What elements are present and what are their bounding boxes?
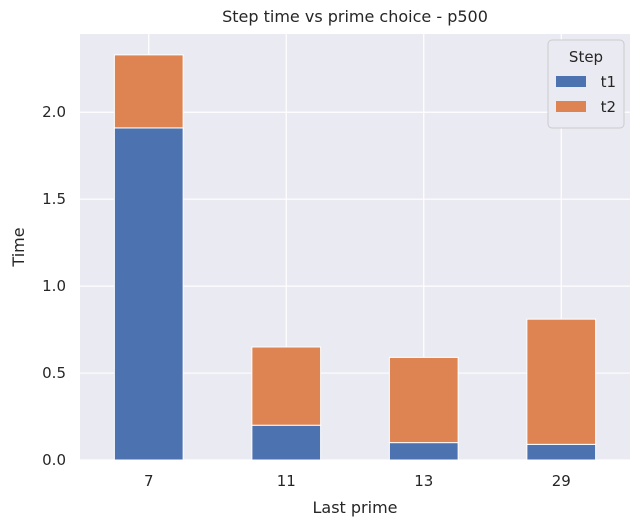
bar-t1-29 [526, 443, 597, 461]
x-tick-label: 13 [414, 472, 433, 490]
y-tick-label: 1.5 [42, 190, 66, 208]
legend-title: Step [569, 48, 603, 66]
bar-t2-11 [251, 346, 322, 426]
bar-t1-11 [251, 424, 322, 461]
x-axis-label: Last prime [312, 498, 397, 517]
y-tick-label: 0.0 [42, 451, 66, 469]
x-tick-label: 7 [144, 472, 154, 490]
x-tick-label: 11 [277, 472, 296, 490]
bars [113, 54, 597, 461]
x-tick-label: 29 [552, 472, 571, 490]
y-tick-label: 1.0 [42, 277, 66, 295]
x-axis-ticks: 7 11 13 29 [144, 472, 571, 490]
bar-t2-13 [388, 356, 459, 444]
bar-t1-13 [388, 442, 459, 461]
bar-t2-29 [526, 318, 597, 445]
bar-t2-7 [113, 54, 184, 129]
bar-t1-7 [113, 127, 184, 461]
y-tick-label: 0.5 [42, 364, 66, 382]
legend-label-t2: t2 [601, 98, 616, 116]
y-axis-label: Time [9, 227, 28, 267]
legend-swatch-t1 [556, 76, 586, 87]
y-axis-ticks: 0.0 0.5 1.0 1.5 2.0 [42, 103, 66, 469]
chart-title: Step time vs prime choice - p500 [222, 7, 488, 26]
legend-label-t1: t1 [601, 73, 616, 91]
legend-swatch-t2 [556, 101, 586, 112]
y-tick-label: 2.0 [42, 103, 66, 121]
